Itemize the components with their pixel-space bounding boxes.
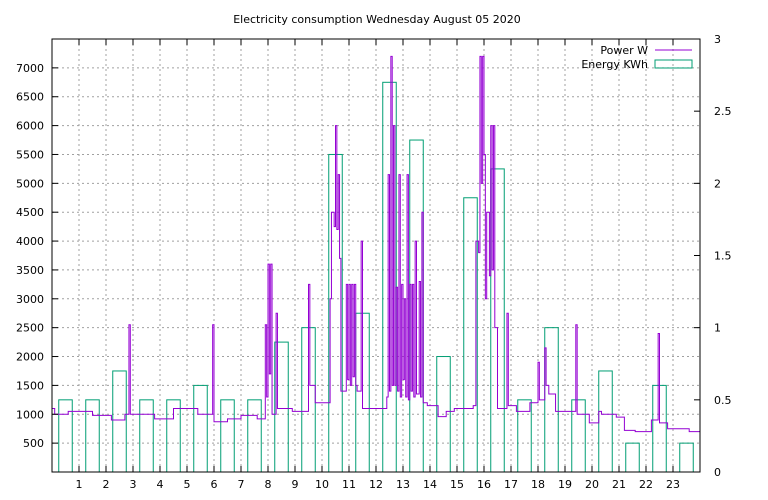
- x-tick-label: 20: [585, 478, 599, 491]
- legend-label-power: Power W: [600, 44, 648, 57]
- y-tick-label-right: 3: [714, 33, 721, 46]
- y-tick-label-left: 500: [23, 437, 44, 450]
- y-tick-label-left: 2500: [16, 322, 44, 335]
- energy-bar: [679, 442, 694, 473]
- x-tick-label: 4: [157, 478, 164, 491]
- x-tick-label: 6: [211, 478, 218, 491]
- x-tick-label: 15: [450, 478, 464, 491]
- chart-title: Electricity consumption Wednesday August…: [233, 13, 521, 26]
- energy-bar: [463, 197, 478, 473]
- energy-bar: [517, 399, 532, 473]
- energy-bar: [139, 399, 154, 473]
- x-tick-label: 7: [238, 478, 245, 491]
- y-tick-label-left: 4000: [16, 235, 44, 248]
- power-series: [52, 55, 701, 433]
- energy-bar: [544, 327, 559, 473]
- y-tick-label-left: 6500: [16, 91, 44, 104]
- x-tick-label: 17: [504, 478, 518, 491]
- x-tick-label: 11: [342, 478, 356, 491]
- y-tick-label-right: 0: [714, 466, 721, 479]
- y-tick-label-left: 6000: [16, 120, 44, 133]
- x-tick-label: 9: [292, 478, 299, 491]
- y-tick-label-left: 1000: [16, 408, 44, 421]
- y-tick-label-right: 0.5: [714, 394, 732, 407]
- x-tick-label: 8: [265, 478, 272, 491]
- y-tick-label-left: 7000: [16, 62, 44, 75]
- y-tick-label-left: 3500: [16, 264, 44, 277]
- energy-bar: [598, 370, 613, 473]
- x-tick-label: 2: [103, 478, 110, 491]
- energy-bar: [274, 341, 289, 473]
- x-tick-label: 16: [477, 478, 491, 491]
- x-tick-label: 22: [639, 478, 653, 491]
- energy-bar: [220, 399, 235, 473]
- x-tick-label: 14: [423, 478, 437, 491]
- energy-bar: [625, 442, 640, 473]
- power-line: [52, 55, 701, 433]
- energy-bar: [193, 384, 208, 473]
- x-tick-label: 3: [130, 478, 137, 491]
- x-tick-label: 13: [396, 478, 410, 491]
- legend-box-energy: [654, 59, 693, 69]
- y-tick-label-left: 4500: [16, 206, 44, 219]
- energy-bar: [247, 399, 262, 473]
- energy-bar: [571, 399, 586, 473]
- y-tick-label-left: 1500: [16, 379, 44, 392]
- y-tick-label-left: 5000: [16, 177, 44, 190]
- x-tick-label: 19: [558, 478, 572, 491]
- x-tick-label: 5: [184, 478, 191, 491]
- x-tick-label: 21: [612, 478, 626, 491]
- x-tick-label: 10: [315, 478, 329, 491]
- energy-bar: [85, 399, 100, 473]
- x-tick-label: 18: [531, 478, 545, 491]
- axis-ticks: 1 2 3 4 5 6 7 8 9 10 11 12 13 14 15 16 17 18 19 20 21 22 23500…: [16, 33, 732, 491]
- y-tick-label-left: 5500: [16, 148, 44, 161]
- energy-bar: [58, 399, 73, 473]
- x-tick-label: 23: [666, 478, 680, 491]
- grid: [52, 39, 700, 472]
- x-tick-label: 1: [76, 478, 83, 491]
- legend-label-energy: Energy KWh: [581, 58, 648, 71]
- energy-bar: [490, 168, 505, 473]
- y-tick-label-left: 2000: [16, 351, 44, 364]
- y-tick-label-left: 3000: [16, 293, 44, 306]
- x-tick-label: 12: [369, 478, 383, 491]
- y-tick-label-right: 2.5: [714, 105, 732, 118]
- energy-bar: [112, 370, 127, 473]
- legend: Power W Energy KWh: [581, 44, 693, 71]
- y-tick-label-right: 1.5: [714, 250, 732, 263]
- y-tick-label-right: 1: [714, 322, 721, 335]
- y-tick-label-right: 2: [714, 177, 721, 190]
